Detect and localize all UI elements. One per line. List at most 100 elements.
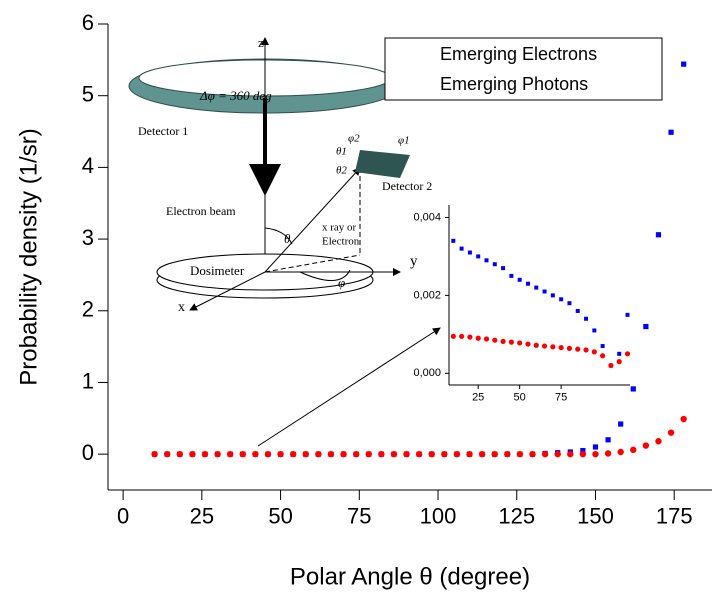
legend-label: Emerging Electrons	[440, 44, 597, 64]
diagram-label: θ2	[336, 165, 347, 177]
setup-diagram	[128, 37, 410, 311]
data-point	[390, 450, 398, 458]
inset-pointer	[257, 327, 441, 447]
data-point	[534, 285, 539, 290]
data-point	[584, 316, 589, 321]
y-tick-label: 2	[82, 297, 94, 322]
y-tick-label: 0	[82, 440, 94, 465]
diagram-label: Detector 1	[138, 124, 188, 138]
y-tick-label: 0,000	[413, 367, 441, 379]
data-point	[450, 333, 456, 339]
data-point	[567, 450, 574, 458]
x-axis-label: Polar Angle θ (degree)	[290, 563, 530, 590]
data-point	[484, 258, 489, 263]
diagram-label: Electron	[322, 236, 360, 248]
data-point	[264, 450, 272, 458]
x-tick-label: 50	[514, 392, 526, 404]
data-point	[459, 246, 464, 251]
data-point	[604, 450, 612, 457]
y-tick-label: 5	[82, 82, 94, 107]
x-tick-label: 100	[420, 503, 457, 528]
diagram-label: Electron beam	[166, 204, 236, 218]
diagram-label: φ2	[348, 133, 360, 145]
data-point	[624, 351, 631, 357]
data-point	[608, 362, 614, 369]
data-point	[189, 450, 196, 458]
data-point	[643, 323, 649, 330]
detector-2	[355, 150, 410, 178]
data-point	[302, 450, 309, 458]
diagram-label: Δφ = 360 deg	[199, 88, 272, 103]
y-tick-label: 0,004	[413, 211, 441, 223]
diagram-label: x	[178, 300, 185, 315]
data-point	[541, 450, 549, 458]
data-point	[453, 450, 461, 458]
x-axis-3d	[189, 271, 266, 311]
data-point	[504, 450, 511, 458]
x-tick-label: 75	[555, 392, 567, 404]
x-tick-label: 175	[656, 503, 693, 528]
data-point	[600, 344, 605, 349]
data-point	[483, 336, 490, 342]
x-tick-label: 150	[577, 503, 614, 528]
data-point	[525, 281, 530, 286]
data-point	[583, 347, 589, 353]
data-point	[575, 308, 580, 313]
x-tick-label: 125	[498, 503, 535, 528]
data-point	[226, 450, 234, 458]
y-tick-label: 6	[82, 10, 94, 35]
diagram-label: φ1	[398, 135, 410, 147]
data-point	[403, 450, 410, 458]
data-point	[415, 450, 423, 458]
data-point	[592, 450, 599, 458]
data-point	[668, 129, 674, 135]
data-point	[214, 450, 221, 458]
data-point	[680, 415, 687, 423]
data-point	[533, 342, 539, 348]
data-point	[558, 344, 564, 351]
data-point	[592, 328, 597, 333]
x-tick-label: 50	[268, 503, 292, 528]
data-point	[508, 339, 514, 345]
data-point	[239, 450, 246, 458]
data-point	[289, 450, 297, 458]
data-point	[176, 450, 183, 458]
data-point	[467, 250, 472, 255]
data-point	[517, 277, 522, 282]
x-tick-label: 75	[347, 503, 371, 528]
data-point	[642, 442, 650, 449]
data-point	[151, 450, 158, 458]
data-point	[491, 450, 498, 458]
data-point	[509, 273, 514, 278]
data-point	[655, 232, 662, 238]
data-point	[467, 334, 473, 340]
diagram-label: Dosimeter	[190, 263, 245, 278]
emission-ray	[264, 167, 361, 273]
data-point	[327, 450, 335, 458]
data-point	[542, 289, 547, 294]
data-point	[340, 450, 347, 458]
data-point	[541, 343, 548, 349]
data-point	[579, 450, 587, 458]
data-point	[164, 450, 171, 458]
data-point	[451, 238, 456, 243]
data-point	[550, 293, 555, 298]
data-point	[681, 61, 687, 67]
data-point	[378, 450, 385, 458]
diagram-label: θ	[284, 231, 291, 246]
data-point	[352, 450, 360, 458]
data-point	[478, 450, 486, 458]
data-point	[617, 448, 624, 456]
data-point	[315, 450, 322, 458]
data-point	[575, 346, 581, 352]
data-point	[517, 340, 523, 346]
data-point	[492, 262, 497, 267]
data-point	[252, 450, 259, 458]
legend-box	[384, 37, 663, 101]
data-point	[566, 345, 573, 351]
diagram-label: z	[258, 35, 264, 50]
theta-arc	[264, 227, 293, 245]
data-point	[466, 450, 473, 458]
data-point	[441, 450, 448, 458]
